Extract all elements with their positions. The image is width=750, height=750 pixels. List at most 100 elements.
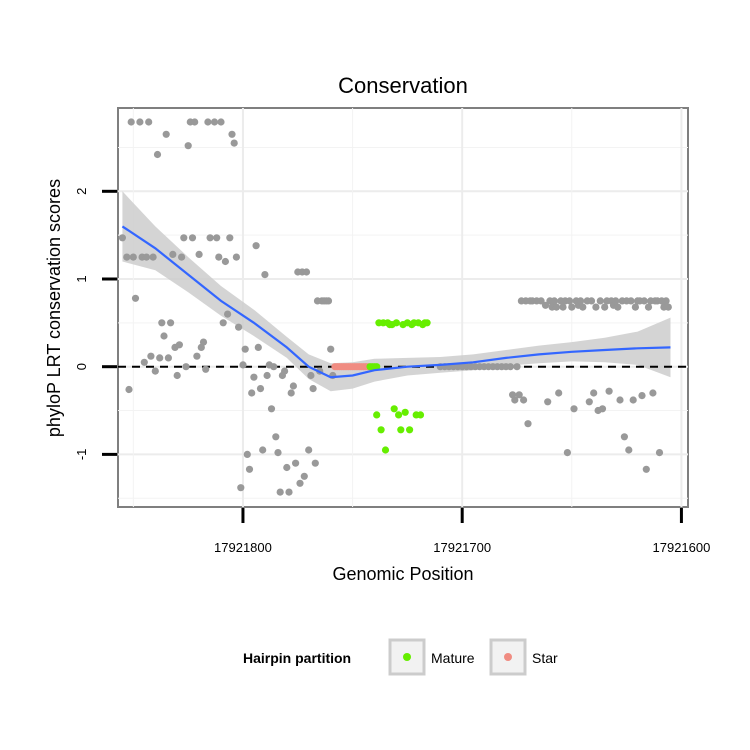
point-other <box>226 234 234 242</box>
point-other <box>612 297 620 305</box>
point-other <box>601 303 609 311</box>
x-axis: 17921800 17921700 17921600 <box>214 508 710 555</box>
point-other <box>605 387 613 395</box>
point-other <box>182 363 190 371</box>
point-other <box>254 343 262 351</box>
point-other <box>287 389 295 397</box>
legend-key-star <box>489 638 527 676</box>
legend: Hairpin partition Mature Star <box>243 638 558 676</box>
point-mature <box>406 426 414 434</box>
point-other <box>184 142 192 150</box>
point-other <box>270 363 278 371</box>
point-other <box>272 433 280 441</box>
point-other <box>178 253 186 261</box>
point-other <box>655 449 664 457</box>
x-axis-title: Genomic Position <box>332 564 473 584</box>
legend-label-mature: Mature <box>431 650 475 666</box>
point-other <box>195 250 203 258</box>
point-other <box>173 371 181 380</box>
point-other <box>515 391 523 399</box>
data-points <box>118 118 672 496</box>
point-other <box>585 398 593 406</box>
point-other <box>191 118 199 126</box>
point-other <box>559 303 567 311</box>
point-other <box>169 250 177 258</box>
point-other <box>206 234 214 242</box>
point-other <box>239 361 247 369</box>
point-other <box>145 118 153 126</box>
legend-label-star: Star <box>532 650 558 666</box>
y-tick-label: 0 <box>74 363 89 370</box>
point-other <box>555 389 563 397</box>
point-other <box>274 449 282 457</box>
point-other <box>524 420 532 428</box>
y-tick-label: -1 <box>74 449 89 461</box>
x-tick-label: 17921600 <box>653 540 711 555</box>
point-other <box>520 396 528 404</box>
point-other <box>167 319 175 327</box>
legend-dot-mature <box>403 653 411 661</box>
point-other <box>118 234 126 242</box>
point-other <box>221 257 229 266</box>
point-other <box>511 396 519 404</box>
point-mature <box>401 408 409 416</box>
point-other <box>552 303 561 311</box>
point-other <box>283 463 291 472</box>
point-other <box>640 297 648 305</box>
point-other <box>305 446 313 454</box>
point-other <box>327 345 335 353</box>
point-other <box>296 479 304 487</box>
point-other <box>627 297 635 305</box>
x-tick-label: 17921700 <box>433 540 491 555</box>
point-other <box>631 303 640 311</box>
point-mature <box>381 446 390 454</box>
point-other <box>311 459 319 467</box>
point-other <box>151 367 159 375</box>
point-other <box>125 385 133 394</box>
point-other <box>136 118 144 126</box>
legend-key-mature <box>388 638 426 676</box>
y-tick-label: 2 <box>74 188 89 195</box>
y-tick-label: 1 <box>74 275 89 282</box>
point-other <box>160 332 168 340</box>
point-other <box>158 319 166 327</box>
point-mature <box>397 426 405 434</box>
point-other <box>544 398 552 406</box>
point-other <box>649 389 657 397</box>
point-other <box>153 150 162 159</box>
point-other <box>281 367 289 375</box>
point-mature <box>416 411 425 419</box>
point-other <box>616 396 624 404</box>
grid-lines <box>118 108 688 507</box>
point-other <box>149 253 157 261</box>
point-other <box>237 484 245 492</box>
point-other <box>224 310 232 318</box>
point-other <box>123 253 131 261</box>
point-other <box>252 242 260 250</box>
point-other <box>147 352 155 360</box>
legend-title: Hairpin partition <box>243 650 351 666</box>
point-other <box>324 297 333 305</box>
point-other <box>506 363 514 371</box>
point-other <box>228 130 236 138</box>
point-other <box>193 352 201 360</box>
point-other <box>307 371 315 380</box>
point-other <box>217 118 225 126</box>
point-other <box>164 354 172 362</box>
point-other <box>162 130 170 138</box>
point-other <box>215 253 223 261</box>
point-other <box>285 488 293 496</box>
point-mature <box>390 405 398 413</box>
point-other <box>563 449 572 457</box>
point-other <box>261 271 269 279</box>
point-other <box>300 472 308 480</box>
point-other <box>537 297 545 305</box>
point-other <box>577 297 585 305</box>
y-axis: -1 0 1 2 <box>74 188 117 460</box>
point-other <box>235 323 243 331</box>
point-other <box>245 465 254 473</box>
point-mature <box>373 411 381 419</box>
point-other <box>213 234 221 242</box>
point-other <box>250 373 258 381</box>
point-other <box>243 450 251 458</box>
